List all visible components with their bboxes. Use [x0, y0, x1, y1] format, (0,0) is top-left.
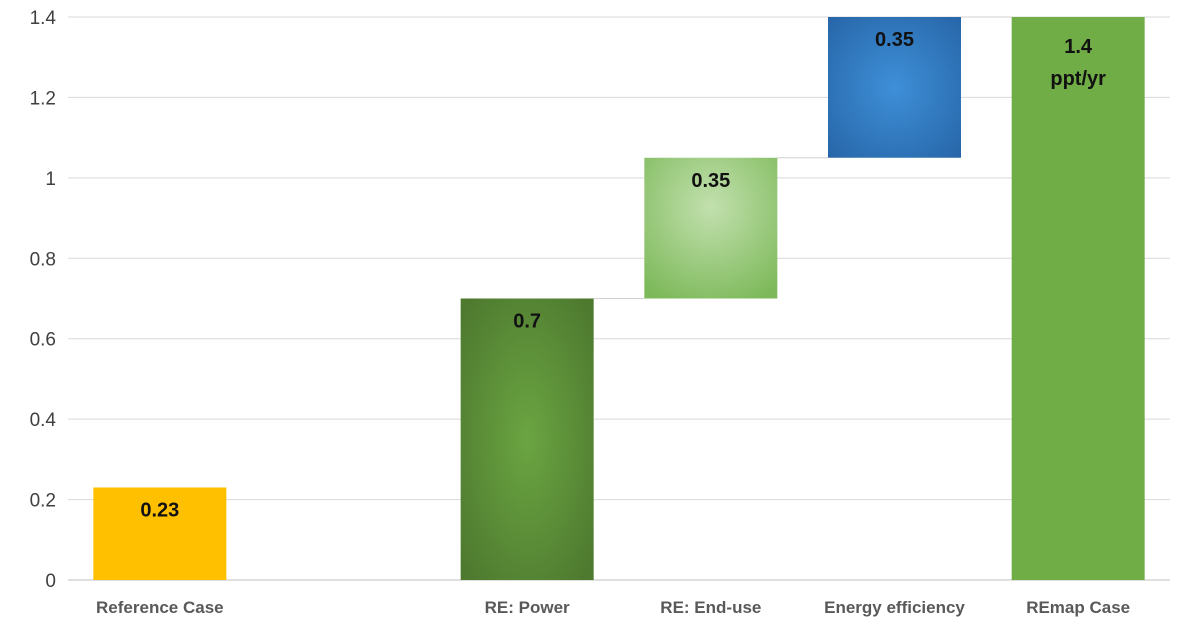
x-category-label: RE: End-use — [660, 598, 761, 617]
y-tick-label: 0.8 — [30, 249, 56, 270]
gridlines — [68, 16, 1170, 581]
x-category-label: REmap Case — [1026, 598, 1130, 617]
y-axis-tick-labels: 0 0.2 0.4 0.6 0.8 1 1.2 1.4 — [30, 8, 57, 592]
y-tick-label: 1.2 — [30, 88, 56, 109]
x-axis-category-labels: Reference Case RE: Power RE: End-use Energy… — [96, 598, 1130, 617]
data-labels: 0.23 0.7 0.35 0.35 1.4 ppt/yr — [140, 29, 1106, 522]
bars — [93, 17, 1145, 580]
data-label-reference-case: 0.23 — [140, 500, 179, 522]
data-label-remap-case: 1.4 — [1064, 36, 1093, 58]
bar-re-power — [460, 298, 594, 580]
y-tick-label: 0.2 — [30, 491, 56, 512]
x-category-label: RE: Power — [485, 598, 570, 617]
bar-energy-efficiency — [828, 17, 961, 158]
data-label-re-power: 0.7 — [513, 311, 541, 333]
data-label-re-end-use: 0.35 — [691, 170, 730, 192]
y-tick-label: 0.4 — [30, 410, 57, 431]
y-tick-label: 0 — [45, 571, 56, 592]
data-label-unit: ppt/yr — [1050, 68, 1106, 90]
y-tick-label: 1.4 — [30, 8, 57, 29]
data-label-energy-efficiency: 0.35 — [875, 29, 914, 51]
bar-re-end-use — [644, 157, 778, 299]
y-tick-label: 0.6 — [30, 330, 56, 351]
y-tick-label: 1 — [45, 169, 56, 190]
connector-lines — [593, 16, 1012, 299]
bar-remap-case — [1011, 17, 1145, 580]
x-category-label: Energy efficiency — [824, 598, 965, 617]
x-category-label: Reference Case — [96, 598, 224, 617]
bar-reference-case — [93, 487, 227, 580]
